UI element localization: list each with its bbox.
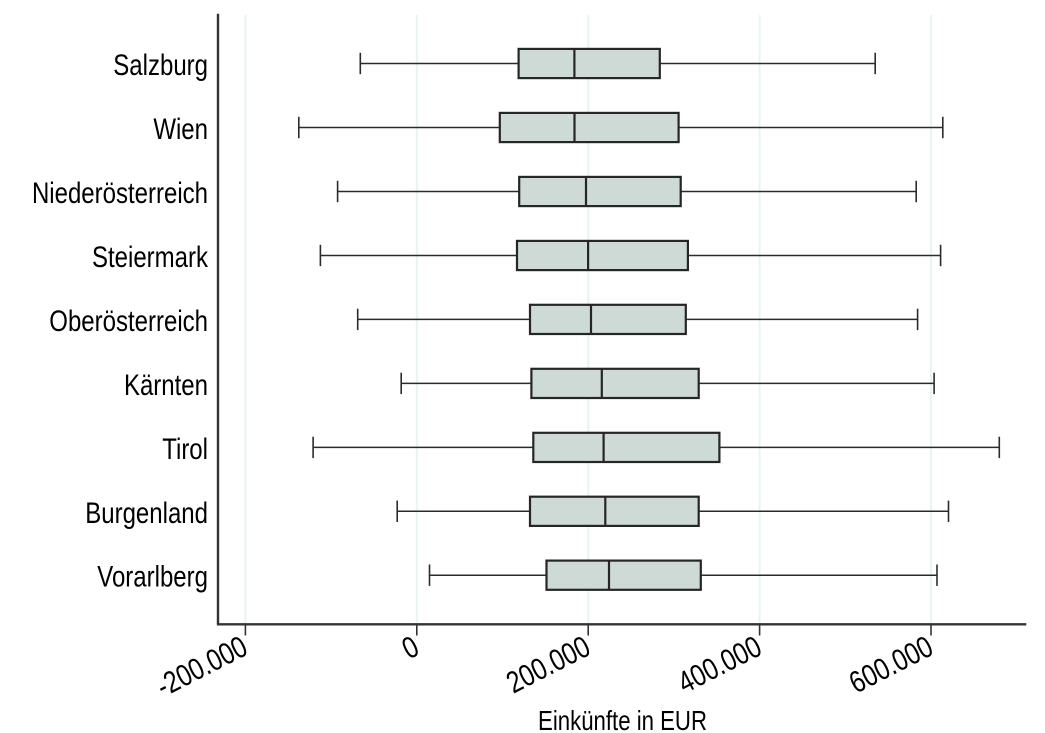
svg-text:Wien: Wien xyxy=(153,113,208,146)
svg-text:Vorarlberg: Vorarlberg xyxy=(97,560,208,593)
svg-text:Tirol: Tirol xyxy=(162,433,208,466)
svg-text:Salzburg: Salzburg xyxy=(113,49,208,82)
svg-text:Kärnten: Kärnten xyxy=(124,369,208,402)
svg-text:Steiermark: Steiermark xyxy=(92,241,209,274)
svg-text:Niederösterreich: Niederösterreich xyxy=(32,177,208,210)
svg-text:Einkünfte in EUR: Einkünfte in EUR xyxy=(538,706,707,733)
svg-text:Burgenland: Burgenland xyxy=(85,497,208,530)
svg-text:Oberösterreich: Oberösterreich xyxy=(49,305,208,338)
